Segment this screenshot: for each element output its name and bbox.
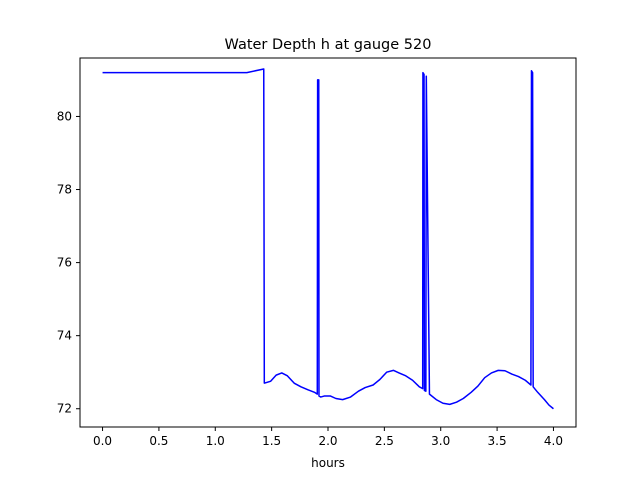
y-tick-label: 74 <box>57 329 72 343</box>
x-tick-label: 4.0 <box>544 434 563 448</box>
y-tick-label: 80 <box>57 109 72 123</box>
x-tick-label: 2.5 <box>375 434 394 448</box>
y-axis: 72 74 76 78 80 <box>57 109 80 416</box>
y-tick-label: 76 <box>57 256 72 270</box>
series-line-0 <box>102 68 554 410</box>
x-tick-label: 1.5 <box>262 434 281 448</box>
plot-background <box>80 58 576 427</box>
y-tick-label: 78 <box>57 183 72 197</box>
x-tick-label: 3.5 <box>488 434 507 448</box>
series-layer <box>102 68 554 410</box>
x-axis-label: hours <box>311 456 345 470</box>
x-tick-label: 0.5 <box>149 434 168 448</box>
chart-title: Water Depth h at gauge 520 <box>225 37 432 53</box>
x-tick-label: 3.0 <box>431 434 450 448</box>
x-axis: 0.0 0.5 1.0 1.5 2.0 2.5 3.0 3.5 4.0 <box>93 427 563 448</box>
x-tick-label: 2.0 <box>318 434 337 448</box>
x-tick-label: 0.0 <box>93 434 112 448</box>
y-tick-label: 72 <box>57 402 72 416</box>
x-tick-label: 1.0 <box>206 434 225 448</box>
